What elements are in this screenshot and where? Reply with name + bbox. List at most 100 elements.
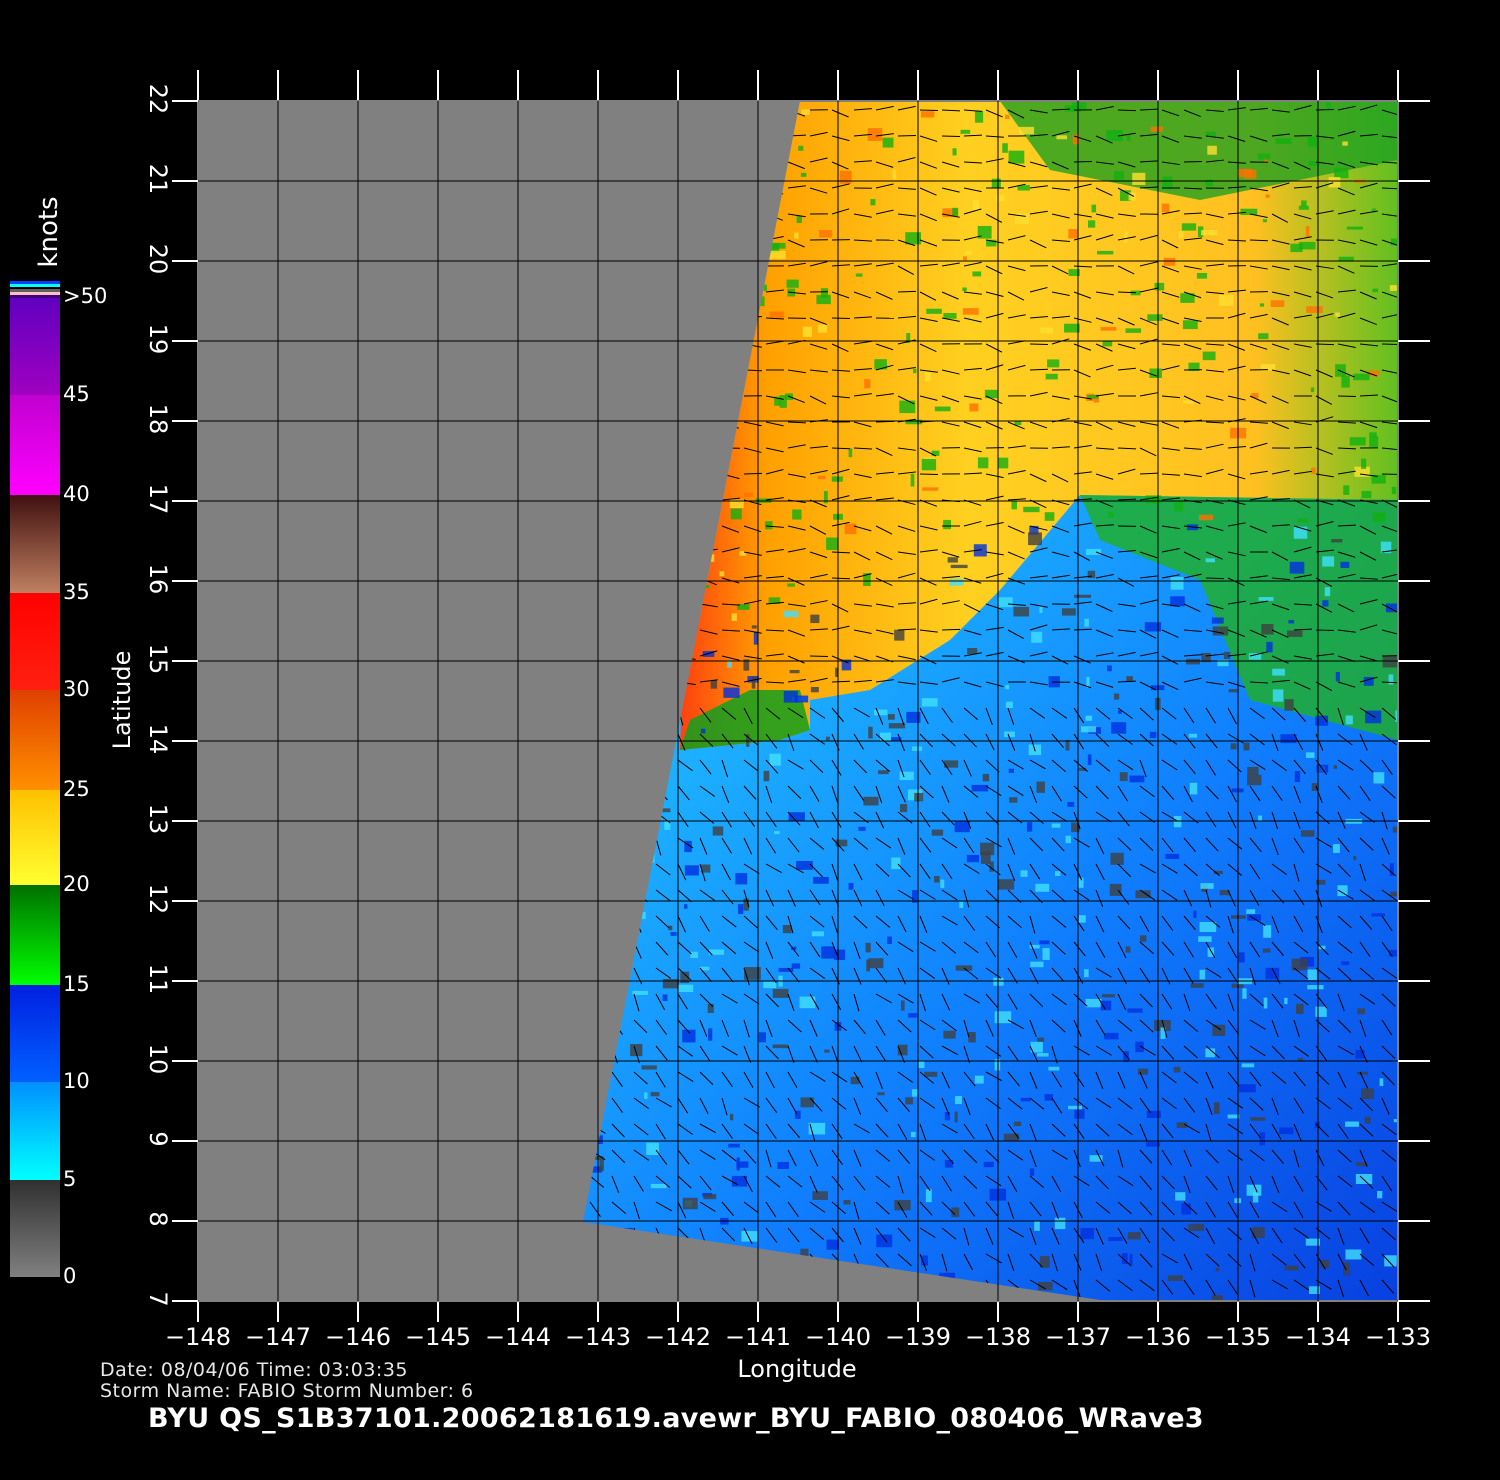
wind-barb	[1359, 915, 1373, 930]
wind-barb	[897, 785, 906, 803]
wind-barb	[1095, 941, 1106, 958]
wind-barb	[1007, 421, 1025, 430]
wind-barb	[1051, 967, 1065, 982]
wind-speed-patch	[944, 760, 959, 768]
wind-barb	[875, 393, 894, 397]
wind-barb	[1227, 837, 1243, 850]
wind-speed-patch	[708, 1028, 713, 1041]
wind-barb	[985, 135, 1004, 138]
wind-barb	[853, 316, 872, 319]
y-axis-label: Latitude	[108, 650, 136, 750]
wind-barb	[1359, 599, 1378, 605]
wind-barb	[1161, 837, 1174, 853]
wind-barb	[1337, 1175, 1353, 1188]
wind-speed-patch	[894, 629, 905, 641]
wind-barb	[809, 261, 828, 267]
wind-barb	[699, 1019, 708, 1037]
wind-barb	[1337, 785, 1351, 800]
wind-barb	[1227, 522, 1246, 527]
lon-tick-label: −136	[1125, 1323, 1191, 1351]
wind-barb	[1227, 993, 1235, 1012]
wind-barb	[765, 469, 784, 475]
wind-barb	[1029, 603, 1048, 608]
wind-barb	[1051, 130, 1070, 137]
wind-barb	[765, 1175, 781, 1188]
wind-speed-patch	[1100, 1000, 1112, 1011]
wind-barb	[853, 941, 861, 960]
wind-barb	[1073, 707, 1085, 724]
wind-barb	[1381, 161, 1398, 164]
wind-barb	[875, 679, 894, 683]
wind-speed-patch	[741, 1231, 758, 1242]
wind-barb	[1095, 603, 1113, 612]
wind-barb	[1205, 863, 1220, 877]
wind-barb	[941, 395, 960, 403]
wind-speed-patch	[864, 379, 871, 389]
wind-speed-patch	[1113, 171, 1125, 180]
wind-barb	[1139, 863, 1156, 874]
wind-barb	[721, 941, 737, 955]
wind-barb	[655, 837, 662, 856]
wind-speed-patch	[962, 308, 979, 315]
wind-speed-patch	[1017, 185, 1030, 191]
wind-barb	[787, 655, 805, 664]
wind-speed-patch	[810, 686, 819, 693]
wind-barb	[897, 572, 916, 579]
wind-barb	[875, 1045, 887, 1062]
wind-barb	[787, 421, 807, 424]
wind-barb	[787, 444, 806, 449]
wind-speed-patch	[1289, 561, 1305, 574]
wind-barb	[765, 785, 773, 804]
wind-barb	[831, 785, 839, 804]
wind-barb	[1293, 967, 1309, 980]
wind-speed-patch	[1146, 1141, 1161, 1147]
wind-barb	[1139, 1227, 1151, 1244]
wind-barb	[875, 1201, 890, 1215]
wind-speed-patch	[1135, 890, 1151, 899]
wind-barb	[875, 577, 893, 587]
wind-speed-patch	[1270, 300, 1285, 307]
wind-barb	[809, 1045, 818, 1063]
wind-barb	[831, 369, 850, 372]
wind-speed-patch	[1132, 172, 1146, 185]
wind-speed-patch	[811, 931, 824, 937]
wind-barb	[787, 603, 806, 607]
wind-speed-patch	[966, 854, 980, 863]
wind-speed-patch	[839, 170, 852, 184]
wind-barb	[875, 629, 894, 635]
wind-barb	[1183, 629, 1202, 633]
wind-speed-patch	[684, 840, 692, 853]
wind-barb	[1227, 343, 1246, 351]
wind-barb	[1095, 889, 1104, 907]
wind-barb	[1139, 1071, 1148, 1089]
wind-speed-patch	[1014, 213, 1029, 224]
wind-barb	[919, 1097, 936, 1109]
wind-barb	[985, 993, 999, 1009]
wind-barb	[1051, 759, 1066, 773]
colorbar-top-strip	[10, 295, 60, 298]
wind-barb	[1161, 265, 1180, 273]
wind-speed-patch	[910, 1131, 916, 1138]
wind-barb	[1051, 889, 1066, 903]
wind-barb	[1139, 837, 1154, 851]
wind-barb	[1029, 421, 1048, 429]
wind-barb	[1117, 161, 1136, 168]
wind-speed-patch	[835, 667, 839, 677]
wind-barb	[1359, 889, 1375, 901]
wind-barb	[985, 291, 1004, 297]
wind-barb	[1117, 447, 1137, 450]
wind-speed-patch	[1217, 659, 1229, 667]
wind-barb	[1007, 1253, 1015, 1272]
wind-barb	[1205, 1175, 1218, 1191]
wind-speed-patch	[944, 1159, 954, 1168]
wind-speed-patch	[906, 711, 921, 723]
wind-barb	[677, 941, 692, 955]
wind-barb	[1271, 291, 1290, 297]
wind-barb	[1293, 785, 1301, 803]
wind-barb	[1117, 291, 1137, 294]
wind-barb	[1139, 941, 1154, 955]
wind-barb	[963, 472, 982, 475]
wind-barb	[1095, 524, 1114, 527]
wind-barb	[963, 967, 979, 980]
wind-barb	[1029, 343, 1049, 346]
